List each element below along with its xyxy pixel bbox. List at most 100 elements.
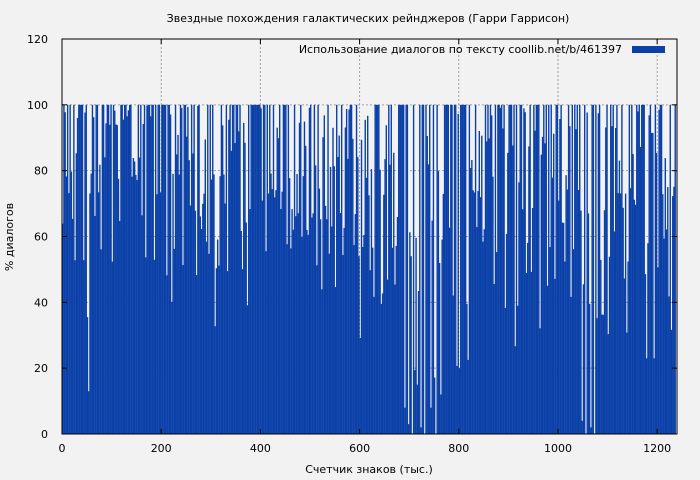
data-bar [634,204,637,434]
data-bar [296,174,298,434]
data-bar [471,160,473,434]
data-bar [309,104,312,434]
data-bar [462,104,464,434]
data-bar [138,157,141,434]
data-bar [633,199,635,434]
data-bar [272,104,275,434]
data-bar [443,104,446,434]
data-bar [213,174,215,434]
data-bar [290,248,292,434]
data-bar [124,104,126,434]
data-bar [122,119,125,434]
data-bar [252,104,255,434]
data-bar [233,104,235,434]
data-bar [355,104,358,434]
data-bar [407,424,410,435]
data-bar [626,332,628,434]
data-bar [643,104,645,434]
data-bar [246,305,249,434]
data-bar [409,232,411,434]
data-bar [350,104,353,434]
data-bar [223,174,225,434]
data-bar [197,105,199,435]
data-bar [476,226,478,434]
data-bar [417,291,420,434]
data-bar [461,104,463,434]
data-bar [383,194,385,434]
data-bar [395,245,397,434]
data-bar [425,104,427,434]
data-bar [445,104,447,434]
data-bar [587,213,590,434]
data-bar [453,104,456,434]
data-bar [151,104,153,434]
data-bar [298,122,301,434]
data-bar [349,104,352,434]
data-bar [68,193,70,434]
data-bar [636,104,638,434]
data-bar [156,194,158,434]
data-bar [654,104,657,434]
data-bar [415,237,417,434]
data-bar [244,142,246,434]
data-bar [64,112,66,434]
data-bar [250,104,252,434]
data-bar [154,104,157,434]
data-bar [287,104,290,434]
data-bar [504,307,507,434]
data-bar [406,104,409,434]
data-bar [167,104,169,434]
data-bar [559,119,561,434]
data-bar [195,275,198,434]
data-bar [493,284,495,434]
data-bar [96,104,99,434]
data-bar [183,104,185,434]
data-bar [545,104,547,434]
data-bar [605,127,607,434]
data-bar [326,219,328,434]
data-bar [251,104,254,434]
data-bar [401,104,404,434]
data-bar [194,210,197,434]
data-bar [297,213,299,434]
data-bar [498,104,500,434]
data-bar [79,104,81,434]
data-bar [622,207,624,434]
data-bar [548,104,550,434]
data-bar [345,108,348,434]
data-bar [94,215,96,434]
data-bar [95,104,97,434]
data-bar [657,267,659,434]
data-bar [602,314,604,434]
data-bar [312,213,314,434]
data-bar [278,104,281,434]
data-bar [171,301,173,434]
data-bar [203,193,205,434]
data-bar [436,104,438,434]
data-bar [271,189,273,434]
data-bar [448,227,451,434]
data-bar [659,104,662,434]
data-bar [307,234,309,434]
data-bar [198,104,200,434]
data-bar [553,133,555,434]
data-bar [166,275,168,434]
data-bar [370,169,373,434]
data-bar [360,139,363,434]
data-bar [538,104,540,434]
data-bar [592,104,595,434]
data-bar [430,407,432,434]
data-bar [469,167,472,435]
data-bar [295,216,297,434]
data-bar [164,104,167,434]
data-bar [644,274,647,434]
data-bar [185,136,188,434]
data-bar [328,253,330,434]
data-bar [168,104,171,434]
data-bar [365,177,368,434]
data-bar [429,104,431,434]
data-bar [452,295,454,434]
data-bar [229,104,231,434]
data-bar [153,259,156,434]
data-bar [507,152,509,435]
